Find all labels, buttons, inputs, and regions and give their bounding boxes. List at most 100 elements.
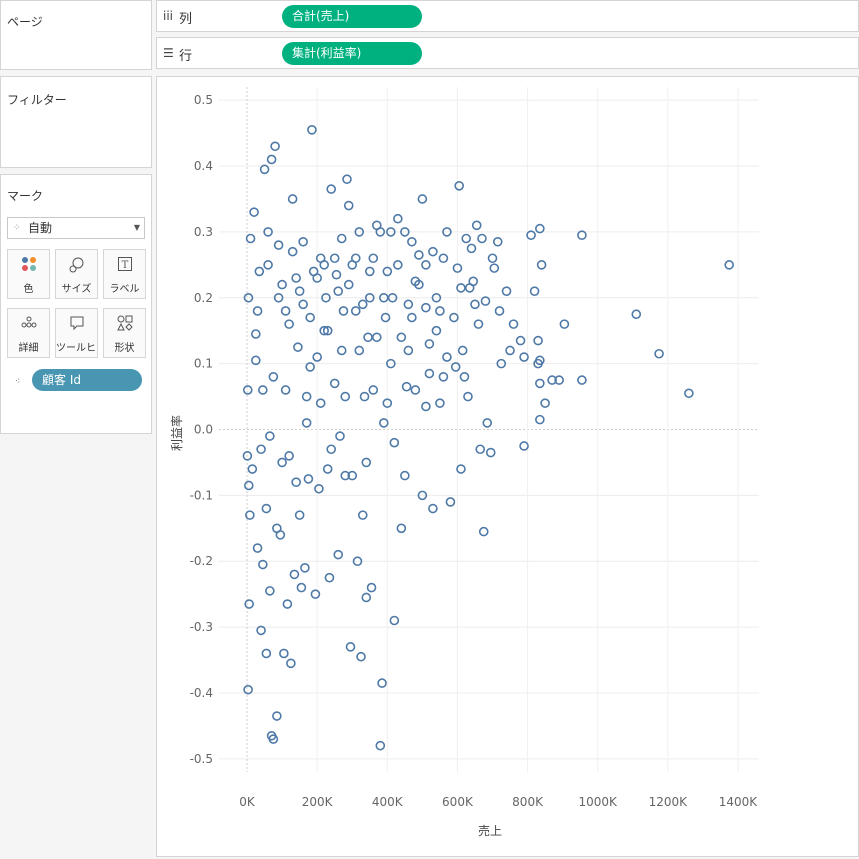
data-point[interactable] (265, 586, 275, 596)
data-point[interactable] (414, 250, 424, 260)
data-point[interactable] (449, 312, 459, 323)
data-point[interactable] (535, 223, 545, 234)
data-point[interactable] (379, 292, 389, 303)
data-point[interactable] (284, 319, 294, 329)
data-point[interactable] (382, 266, 393, 277)
data-point[interactable] (377, 678, 387, 688)
data-point[interactable] (389, 615, 400, 626)
data-point[interactable] (401, 381, 412, 392)
data-point[interactable] (291, 273, 301, 283)
data-point[interactable] (454, 180, 464, 191)
data-point[interactable] (280, 306, 291, 316)
rows-field-pill[interactable]: 集計(利益率) (282, 42, 422, 65)
data-point[interactable] (487, 253, 498, 264)
data-point[interactable] (533, 358, 543, 369)
data-point[interactable] (371, 332, 382, 343)
data-point[interactable] (300, 563, 310, 573)
data-point[interactable] (438, 372, 449, 382)
data-point[interactable] (333, 286, 344, 296)
data-point[interactable] (435, 306, 445, 316)
data-point[interactable] (273, 292, 284, 303)
data-point[interactable] (266, 154, 277, 165)
data-point[interactable] (428, 246, 438, 257)
data-point[interactable] (417, 194, 428, 204)
data-point[interactable] (298, 236, 308, 247)
data-point[interactable] (478, 526, 489, 537)
data-point[interactable] (421, 302, 431, 313)
data-point[interactable] (329, 378, 340, 389)
data-point[interactable] (345, 642, 356, 652)
data-point[interactable] (294, 510, 305, 520)
data-point[interactable] (296, 582, 307, 593)
data-point[interactable] (519, 441, 529, 451)
data-point[interactable] (396, 523, 407, 534)
data-point[interactable] (473, 319, 484, 329)
data-point[interactable] (243, 684, 253, 695)
data-point[interactable] (287, 194, 298, 204)
data-point[interactable] (684, 388, 694, 399)
data-point[interactable] (270, 141, 280, 152)
data-point[interactable] (410, 385, 421, 395)
filters-panel[interactable]: フィルター (0, 76, 152, 168)
data-point[interactable] (243, 292, 254, 303)
data-point[interactable] (577, 375, 587, 385)
data-point[interactable] (431, 292, 442, 303)
data-point[interactable] (298, 299, 308, 310)
data-point[interactable] (272, 523, 282, 534)
data-point[interactable] (301, 418, 312, 428)
data-point[interactable] (258, 385, 268, 395)
data-point[interactable] (489, 263, 500, 273)
data-point[interactable] (322, 464, 333, 474)
data-points[interactable] (242, 125, 734, 751)
data-point[interactable] (403, 345, 414, 356)
data-point[interactable] (242, 451, 253, 461)
data-point[interactable] (284, 451, 294, 461)
data-point[interactable] (338, 306, 349, 316)
data-point[interactable] (340, 391, 351, 402)
data-point[interactable] (424, 368, 435, 379)
data-point[interactable] (251, 355, 261, 366)
data-point[interactable] (350, 253, 361, 264)
data-point[interactable] (350, 306, 361, 316)
data-point[interactable] (326, 184, 337, 194)
data-point[interactable] (559, 319, 570, 329)
data-point[interactable] (245, 510, 255, 520)
data-point[interactable] (307, 125, 317, 135)
data-point[interactable] (577, 230, 587, 240)
data-point[interactable] (631, 309, 642, 320)
data-point[interactable] (535, 378, 545, 389)
data-point[interactable] (364, 266, 375, 277)
data-point[interactable] (457, 345, 468, 356)
detail-button[interactable]: 詳細 (7, 308, 50, 358)
data-point[interactable] (368, 253, 379, 264)
data-point[interactable] (393, 260, 403, 270)
data-point[interactable] (261, 503, 272, 514)
data-point[interactable] (294, 286, 305, 296)
data-point[interactable] (533, 335, 543, 346)
data-point[interactable] (263, 227, 273, 237)
data-point[interactable] (508, 319, 519, 329)
data-point[interactable] (343, 279, 354, 290)
data-point[interactable] (357, 299, 368, 310)
data-point[interactable] (361, 457, 372, 468)
data-point[interactable] (282, 599, 293, 609)
data-point[interactable] (403, 299, 414, 310)
data-point[interactable] (364, 292, 375, 303)
data-point[interactable] (287, 246, 298, 257)
data-point[interactable] (431, 325, 442, 336)
data-point[interactable] (400, 470, 410, 481)
size-button[interactable]: サイズ (55, 249, 98, 299)
data-point[interactable] (456, 464, 466, 474)
data-point[interactable] (654, 348, 664, 359)
data-point[interactable] (321, 292, 331, 303)
data-point[interactable] (461, 233, 472, 244)
data-point[interactable] (435, 398, 445, 408)
data-point[interactable] (496, 358, 507, 369)
label-button[interactable]: T ラベル (103, 249, 146, 299)
data-point[interactable] (452, 263, 463, 273)
data-point[interactable] (342, 174, 352, 185)
data-point[interactable] (375, 227, 386, 237)
data-point[interactable] (315, 398, 326, 408)
data-point[interactable] (480, 296, 491, 306)
data-point[interactable] (354, 227, 365, 237)
